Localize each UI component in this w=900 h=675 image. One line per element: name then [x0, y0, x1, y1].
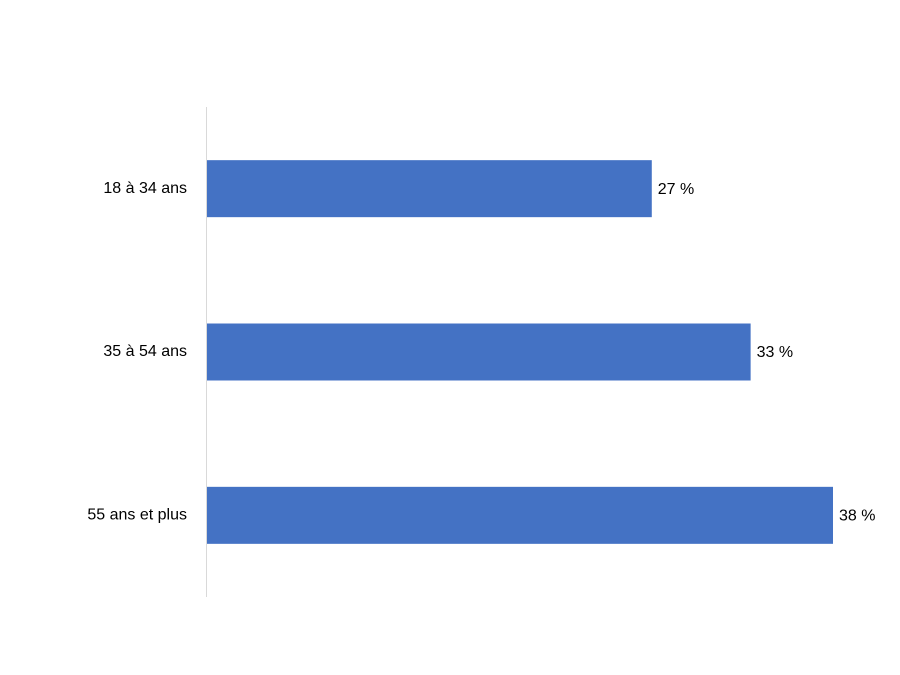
value-label: 27 %	[658, 181, 694, 198]
value-label: 38 %	[839, 508, 875, 525]
bar	[207, 323, 751, 381]
value-label: 33 %	[757, 344, 793, 361]
bar	[207, 160, 652, 218]
bar	[207, 486, 833, 544]
y-tick-label: 55 ans et plus	[87, 507, 187, 524]
y-tick-label: 35 à 54 ans	[103, 343, 187, 360]
y-tick-label: 18 à 34 ans	[103, 180, 187, 197]
